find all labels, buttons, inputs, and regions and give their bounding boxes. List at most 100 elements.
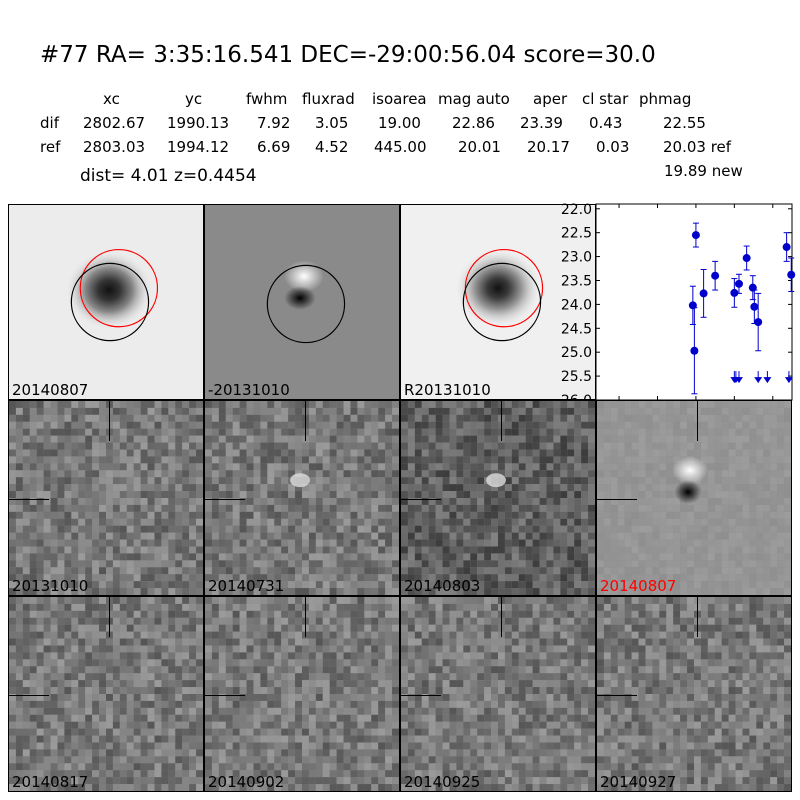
col-header: phmag (639, 90, 692, 108)
crosshair-marker (401, 499, 441, 500)
table-cell: 7.92 (257, 114, 291, 132)
black-circle (266, 264, 346, 344)
noise-image (597, 597, 791, 791)
panel-label: 20140807 (12, 381, 89, 399)
crosshair-marker (697, 597, 698, 637)
col-header: mag auto (438, 90, 510, 108)
upper-limit-marker (734, 377, 743, 384)
data-point (699, 289, 708, 298)
crosshair-marker (9, 695, 49, 696)
upper-limit-marker (784, 377, 793, 384)
stamp-panel[interactable]: 20140927 (596, 596, 792, 792)
data-point (734, 279, 743, 288)
y-tick-label: 22.0 (561, 202, 592, 218)
data-point (711, 271, 720, 280)
stamp-panel[interactable]: 20140925 (400, 596, 596, 792)
crosshair-marker (501, 401, 502, 441)
noise-image (401, 597, 595, 791)
panel-label: R20131010 (404, 381, 491, 399)
stamp-panel[interactable]: 20140731 (204, 400, 400, 596)
y-tick-label: 25.5 (561, 369, 592, 385)
crosshair-marker (305, 597, 306, 637)
row-label-ref: ref (40, 138, 61, 156)
stamp-label: 20140817 (12, 773, 89, 791)
table-cell: 2802.67 (83, 114, 146, 132)
distance-redshift: dist= 4.01 z=0.4454 (80, 166, 257, 186)
crosshair-marker (9, 499, 49, 500)
stamp-panel[interactable]: 20140902 (204, 596, 400, 792)
crosshair-marker (597, 499, 637, 500)
light-curve-plot: 22.022.523.023.524.024.525.025.526.0−100… (561, 202, 796, 418)
y-tick-label: 23.5 (561, 273, 592, 289)
noise-image (401, 401, 595, 595)
col-header: cl star (582, 90, 629, 108)
table-cell: 19.00 (378, 114, 421, 132)
stamp-label: 20140807 (600, 577, 677, 595)
crosshair-marker (109, 401, 110, 441)
table-cell: 20.03 ref (663, 138, 732, 156)
col-header: fwhm (246, 90, 288, 108)
data-point (754, 318, 763, 327)
row-label-dif: dif (40, 114, 59, 132)
galaxy-image (9, 205, 203, 399)
table-cell: 0.03 (596, 138, 630, 156)
data-point (730, 288, 739, 297)
crosshair-marker (697, 401, 698, 441)
image-panel-reference[interactable]: R20131010 (400, 204, 596, 400)
data-point (750, 302, 759, 311)
image-panel-new[interactable]: 20140807 (8, 204, 204, 400)
noise-image (205, 401, 399, 595)
stamp-panel[interactable]: 20131010 (8, 400, 204, 596)
black-circle (70, 262, 150, 342)
y-tick-label: 25.0 (561, 345, 592, 361)
image-panel-diff[interactable]: -20131010 (204, 204, 400, 400)
noise-image (597, 401, 791, 595)
table-cell: 6.69 (257, 138, 291, 156)
noise-image (9, 597, 203, 791)
stamp-label: 20140927 (600, 773, 677, 791)
stamp-label: 20140803 (404, 577, 481, 595)
noise-image (205, 597, 399, 791)
y-tick-label: 24.0 (561, 297, 592, 313)
candidate-title: #77 RA= 3:35:16.541 DEC=-29:00:56.04 sco… (40, 42, 656, 68)
data-point (742, 254, 751, 263)
col-header: isoarea (372, 90, 427, 108)
difference-image (205, 205, 399, 399)
y-tick-label: 22.5 (561, 226, 592, 242)
col-header: aper (533, 90, 568, 108)
crosshair-marker (501, 597, 502, 637)
stamp-panel[interactable]: 20140803 (400, 400, 596, 596)
stamp-panel[interactable]: 20140807 (596, 400, 792, 596)
red-circle (79, 248, 159, 328)
y-tick-label: 23.0 (561, 250, 592, 266)
upper-limit-marker (754, 377, 763, 384)
table-cell: 22.55 (663, 114, 706, 132)
col-header: yc (185, 90, 203, 108)
table-cell: 445.00 (374, 138, 427, 156)
data-point (782, 243, 791, 252)
light-curve[interactable]: 22.022.523.023.524.024.525.025.526.0−100… (561, 202, 796, 418)
new-mag: 19.89 new (664, 162, 743, 180)
table-cell: 22.86 (452, 114, 495, 132)
y-tick-label: 24.5 (561, 321, 592, 337)
upper-limit-marker (763, 377, 772, 384)
crosshair-marker (109, 597, 110, 637)
reference-image (401, 205, 595, 399)
stamp-label: 20140925 (404, 773, 481, 791)
table-cell: 23.39 (520, 114, 563, 132)
stamp-label: 20140731 (208, 577, 285, 595)
table-cell: 1994.12 (167, 138, 230, 156)
stamp-label: 20140902 (208, 773, 285, 791)
crosshair-marker (205, 499, 245, 500)
data-point (691, 231, 700, 240)
stamp-label: 20131010 (12, 577, 89, 595)
crosshair-marker (205, 695, 245, 696)
crosshair-marker (305, 401, 306, 441)
stamp-panel[interactable]: 20140817 (8, 596, 204, 792)
crosshair-marker (401, 695, 441, 696)
table-cell: 1990.13 (167, 114, 230, 132)
table-cell: 2803.03 (83, 138, 146, 156)
table-cell: 20.01 (458, 138, 501, 156)
col-header: fluxrad (302, 90, 355, 108)
table-cell: 0.43 (589, 114, 623, 132)
